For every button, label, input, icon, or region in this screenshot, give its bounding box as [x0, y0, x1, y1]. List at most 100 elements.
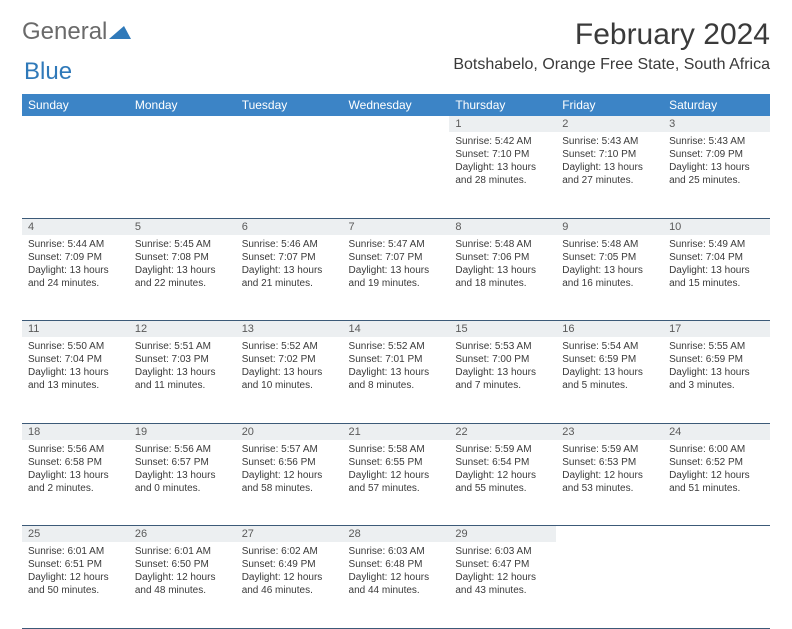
logo-text-blue: Blue — [24, 58, 72, 85]
daynum-row: 45678910 — [22, 218, 770, 235]
sunrise-text: Sunrise: 5:59 AM — [455, 443, 550, 456]
day-content — [343, 132, 450, 140]
day-number-cell: 26 — [129, 526, 236, 543]
sunset-text: Sunset: 7:07 PM — [242, 251, 337, 264]
day-number-cell: 11 — [22, 321, 129, 338]
day-number: 7 — [343, 219, 450, 235]
weekday-row: SundayMondayTuesdayWednesdayThursdayFrid… — [22, 94, 770, 116]
sunset-text: Sunset: 7:09 PM — [28, 251, 123, 264]
day-number: 5 — [129, 219, 236, 235]
daylight-text: Daylight: 13 hours and 5 minutes. — [562, 366, 657, 392]
sunrise-text: Sunrise: 5:58 AM — [349, 443, 444, 456]
daylight-text: Daylight: 13 hours and 21 minutes. — [242, 264, 337, 290]
sunset-text: Sunset: 7:07 PM — [349, 251, 444, 264]
day-number-cell: 12 — [129, 321, 236, 338]
weekday-header: Saturday — [663, 94, 770, 116]
day-content-cell: Sunrise: 6:02 AMSunset: 6:49 PMDaylight:… — [236, 542, 343, 628]
sunset-text: Sunset: 7:10 PM — [562, 148, 657, 161]
sunset-text: Sunset: 6:47 PM — [455, 558, 550, 571]
day-content: Sunrise: 5:56 AMSunset: 6:58 PMDaylight:… — [22, 440, 129, 500]
daylight-text: Daylight: 13 hours and 19 minutes. — [349, 264, 444, 290]
day-content: Sunrise: 5:45 AMSunset: 7:08 PMDaylight:… — [129, 235, 236, 295]
sunset-text: Sunset: 7:06 PM — [455, 251, 550, 264]
day-content — [556, 542, 663, 550]
content-row: Sunrise: 5:42 AMSunset: 7:10 PMDaylight:… — [22, 132, 770, 218]
day-content-cell: Sunrise: 5:55 AMSunset: 6:59 PMDaylight:… — [663, 337, 770, 423]
day-content: Sunrise: 5:54 AMSunset: 6:59 PMDaylight:… — [556, 337, 663, 397]
day-content: Sunrise: 5:52 AMSunset: 7:02 PMDaylight:… — [236, 337, 343, 397]
day-content-cell: Sunrise: 5:47 AMSunset: 7:07 PMDaylight:… — [343, 235, 450, 321]
day-number — [556, 526, 663, 542]
sunset-text: Sunset: 6:54 PM — [455, 456, 550, 469]
daylight-text: Daylight: 13 hours and 0 minutes. — [135, 469, 230, 495]
daylight-text: Daylight: 12 hours and 50 minutes. — [28, 571, 123, 597]
sunrise-text: Sunrise: 6:01 AM — [28, 545, 123, 558]
day-content — [129, 132, 236, 140]
day-content-cell: Sunrise: 5:42 AMSunset: 7:10 PMDaylight:… — [449, 132, 556, 218]
day-number: 13 — [236, 321, 343, 337]
daylight-text: Daylight: 13 hours and 24 minutes. — [28, 264, 123, 290]
daylight-text: Daylight: 12 hours and 46 minutes. — [242, 571, 337, 597]
sunset-text: Sunset: 7:02 PM — [242, 353, 337, 366]
day-content: Sunrise: 5:55 AMSunset: 6:59 PMDaylight:… — [663, 337, 770, 397]
content-row: Sunrise: 5:50 AMSunset: 7:04 PMDaylight:… — [22, 337, 770, 423]
weekday-header: Wednesday — [343, 94, 450, 116]
daylight-text: Daylight: 12 hours and 51 minutes. — [669, 469, 764, 495]
day-content-cell: Sunrise: 5:59 AMSunset: 6:54 PMDaylight:… — [449, 440, 556, 526]
day-number — [129, 116, 236, 132]
day-number-cell: 17 — [663, 321, 770, 338]
day-number: 16 — [556, 321, 663, 337]
day-content-cell: Sunrise: 5:43 AMSunset: 7:09 PMDaylight:… — [663, 132, 770, 218]
weekday-header: Tuesday — [236, 94, 343, 116]
sunset-text: Sunset: 6:50 PM — [135, 558, 230, 571]
day-number: 19 — [129, 424, 236, 440]
day-content: Sunrise: 6:01 AMSunset: 6:51 PMDaylight:… — [22, 542, 129, 602]
sunrise-text: Sunrise: 6:03 AM — [455, 545, 550, 558]
sunrise-text: Sunrise: 6:01 AM — [135, 545, 230, 558]
day-content: Sunrise: 5:59 AMSunset: 6:54 PMDaylight:… — [449, 440, 556, 500]
daylight-text: Daylight: 13 hours and 7 minutes. — [455, 366, 550, 392]
sunrise-text: Sunrise: 5:57 AM — [242, 443, 337, 456]
sunset-text: Sunset: 7:09 PM — [669, 148, 764, 161]
day-number — [236, 116, 343, 132]
day-content: Sunrise: 5:53 AMSunset: 7:00 PMDaylight:… — [449, 337, 556, 397]
sunrise-text: Sunrise: 5:56 AM — [28, 443, 123, 456]
day-content-cell — [556, 542, 663, 628]
day-number: 24 — [663, 424, 770, 440]
day-number: 27 — [236, 526, 343, 542]
day-content: Sunrise: 5:50 AMSunset: 7:04 PMDaylight:… — [22, 337, 129, 397]
sunset-text: Sunset: 6:55 PM — [349, 456, 444, 469]
sunrise-text: Sunrise: 5:47 AM — [349, 238, 444, 251]
sunset-text: Sunset: 6:58 PM — [28, 456, 123, 469]
day-content-cell: Sunrise: 5:53 AMSunset: 7:00 PMDaylight:… — [449, 337, 556, 423]
day-content-cell: Sunrise: 5:46 AMSunset: 7:07 PMDaylight:… — [236, 235, 343, 321]
daynum-row: 123 — [22, 116, 770, 132]
sunrise-text: Sunrise: 5:43 AM — [562, 135, 657, 148]
day-content: Sunrise: 5:49 AMSunset: 7:04 PMDaylight:… — [663, 235, 770, 295]
day-content-cell: Sunrise: 6:00 AMSunset: 6:52 PMDaylight:… — [663, 440, 770, 526]
day-number-cell: 23 — [556, 423, 663, 440]
day-number: 10 — [663, 219, 770, 235]
logo-text-general: General — [22, 18, 107, 46]
daylight-text: Daylight: 12 hours and 53 minutes. — [562, 469, 657, 495]
day-number-cell: 20 — [236, 423, 343, 440]
day-content-cell: Sunrise: 5:56 AMSunset: 6:57 PMDaylight:… — [129, 440, 236, 526]
day-number: 4 — [22, 219, 129, 235]
day-content: Sunrise: 5:43 AMSunset: 7:10 PMDaylight:… — [556, 132, 663, 192]
sunrise-text: Sunrise: 5:55 AM — [669, 340, 764, 353]
day-content-cell: Sunrise: 5:52 AMSunset: 7:01 PMDaylight:… — [343, 337, 450, 423]
day-number-cell: 16 — [556, 321, 663, 338]
content-row: Sunrise: 5:56 AMSunset: 6:58 PMDaylight:… — [22, 440, 770, 526]
day-content: Sunrise: 5:44 AMSunset: 7:09 PMDaylight:… — [22, 235, 129, 295]
weekday-header: Friday — [556, 94, 663, 116]
daylight-text: Daylight: 13 hours and 8 minutes. — [349, 366, 444, 392]
day-content-cell — [129, 132, 236, 218]
day-content — [663, 542, 770, 550]
sunset-text: Sunset: 7:03 PM — [135, 353, 230, 366]
daylight-text: Daylight: 13 hours and 2 minutes. — [28, 469, 123, 495]
daynum-row: 11121314151617 — [22, 321, 770, 338]
calendar-head: SundayMondayTuesdayWednesdayThursdayFrid… — [22, 94, 770, 116]
day-number-cell: 29 — [449, 526, 556, 543]
logo: General — [22, 18, 131, 46]
day-number-cell: 21 — [343, 423, 450, 440]
